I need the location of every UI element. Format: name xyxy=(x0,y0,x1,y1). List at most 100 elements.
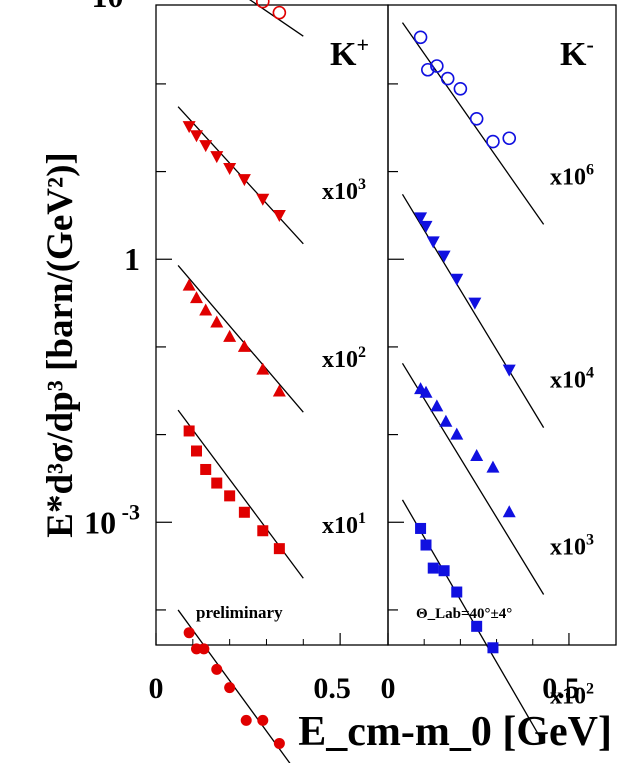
data-point-kplus-s4-6 xyxy=(257,714,269,726)
data-point-kplus-s1-0 xyxy=(182,121,196,134)
data-point-kminus-s0-3 xyxy=(440,71,455,86)
data-point-kminus-s3-5 xyxy=(471,620,483,632)
data-point-kplus-s3-6 xyxy=(257,525,269,537)
panel-kminus-marks xyxy=(413,30,517,654)
data-point-kplus-s2-6 xyxy=(256,362,270,375)
panel-kminus: K- Θ_Lab=40°±4° xyxy=(387,4,617,744)
data-point-kminus-s2-7 xyxy=(502,505,516,518)
data-point-kplus-s1-3 xyxy=(210,151,224,164)
scale-label-kminus-3: x102 xyxy=(550,680,594,709)
data-point-kminus-s0-6 xyxy=(486,134,500,149)
data-point-kplus-s1-2 xyxy=(199,140,213,153)
x-tick-label: 0.5 xyxy=(542,672,580,705)
data-point-kminus-s3-0 xyxy=(415,522,427,534)
data-point-kplus-s3-7 xyxy=(273,543,285,555)
data-point-kminus-s1-0 xyxy=(414,212,428,225)
data-point-kplus-s1-6 xyxy=(256,193,270,206)
data-point-kminus-s2-1 xyxy=(419,385,433,398)
fit-line-kplus-0 xyxy=(249,0,304,37)
data-point-kplus-s2-1 xyxy=(190,291,204,304)
data-point-kplus-s1-5 xyxy=(237,174,251,187)
panel-kminus-ticks xyxy=(387,83,570,645)
data-point-kplus-s1-4 xyxy=(223,162,237,175)
data-point-kminus-s0-4 xyxy=(453,81,468,96)
data-point-kplus-s2-3 xyxy=(210,315,224,328)
data-point-kplus-s3-4 xyxy=(224,490,236,502)
data-point-kminus-s0-7 xyxy=(502,131,517,146)
x-tick-label: 0.5 xyxy=(313,672,351,705)
data-point-kminus-s1-4 xyxy=(450,273,464,286)
fit-line-kplus-2 xyxy=(177,265,304,413)
y-tick-labels: 10 3 1 10 -3 xyxy=(84,0,140,540)
data-point-kplus-s4-7 xyxy=(273,737,285,749)
data-point-kminus-s0-1 xyxy=(421,62,435,77)
fit-line-kminus-2 xyxy=(401,362,545,595)
data-point-kminus-s2-4 xyxy=(450,427,464,440)
data-point-kminus-s2-3 xyxy=(439,414,453,427)
panel-kminus-annotation: Θ_Lab=40°±4° xyxy=(416,606,512,622)
panel-kplus: K+ preliminary xyxy=(155,0,389,763)
data-point-kplus-s2-5 xyxy=(237,339,251,352)
data-point-kminus-s1-1 xyxy=(419,220,433,233)
data-point-kplus-s3-2 xyxy=(200,463,212,475)
y-tick-label: 10 3 xyxy=(92,0,141,14)
data-point-kplus-s4-2 xyxy=(198,643,210,655)
y-axis-label: E*d³σ/dp³ [barn/(GeV²)] xyxy=(40,152,81,537)
data-point-kplus-s3-0 xyxy=(183,425,195,437)
scale-label-kminus-1: x104 xyxy=(550,365,594,394)
data-point-kminus-s2-2 xyxy=(430,399,444,412)
panel-kplus-frame xyxy=(155,4,389,646)
data-point-kminus-s3-3 xyxy=(438,565,450,577)
data-point-kplus-s2-0 xyxy=(182,278,196,291)
data-point-kplus-s0-6 xyxy=(255,0,270,9)
data-point-kplus-s4-4 xyxy=(224,682,236,694)
data-point-kminus-s0-2 xyxy=(430,59,444,73)
scale-label-kplus-1: x103 xyxy=(322,176,366,205)
fit-line-kminus-1 xyxy=(401,194,545,428)
data-point-kplus-s2-2 xyxy=(199,303,213,316)
scale-label-kplus-2: x102 xyxy=(322,344,366,373)
data-point-kminus-s2-5 xyxy=(470,448,484,461)
data-point-kminus-s1-3 xyxy=(437,250,451,263)
x-tick-label: 0 xyxy=(149,672,164,705)
data-point-kplus-s0-7 xyxy=(272,5,287,20)
data-point-kplus-s2-4 xyxy=(223,329,237,342)
y-tick-label: 1 xyxy=(124,241,140,277)
panel-kplus-annotation: preliminary xyxy=(196,603,283,622)
scale-label-kminus-0: x106 xyxy=(550,161,594,190)
data-point-kminus-s0-5 xyxy=(469,111,484,126)
scale-label-kminus-2: x103 xyxy=(550,531,594,560)
panel-kplus-ticks xyxy=(155,83,341,645)
data-point-kplus-s3-3 xyxy=(211,477,223,489)
data-point-kminus-s1-6 xyxy=(502,364,516,377)
data-point-kminus-s1-5 xyxy=(468,297,482,310)
series-scale-labels: x105x103x102x101x106x104x103x102 xyxy=(322,161,594,709)
data-point-kminus-s3-4 xyxy=(451,586,463,598)
panel-kminus-particle-label: K- xyxy=(560,32,594,73)
data-point-kminus-s2-6 xyxy=(486,460,500,473)
data-point-kminus-s0-0 xyxy=(413,30,428,45)
data-point-kplus-s4-3 xyxy=(211,663,223,675)
panel-kminus-frame xyxy=(387,4,617,646)
y-axis-title: E*d³σ/dp³ [barn/(GeV²)] xyxy=(40,152,81,537)
y-tick-label: 10 -3 xyxy=(84,499,140,540)
data-point-kminus-s3-1 xyxy=(420,539,432,551)
data-point-kplus-s1-1 xyxy=(190,130,204,143)
scale-label-kplus-3: x101 xyxy=(322,510,366,539)
data-point-kminus-s3-2 xyxy=(427,562,439,574)
data-point-kplus-s3-1 xyxy=(191,445,203,457)
data-point-kplus-s2-7 xyxy=(272,384,286,397)
fit-line-kplus-4 xyxy=(177,609,291,763)
data-point-kminus-s1-2 xyxy=(426,236,440,249)
x-axis-label: E_cm-m_0 [GeV] xyxy=(298,709,612,755)
data-point-kplus-s4-5 xyxy=(240,714,252,726)
panel-kplus-marks xyxy=(182,0,287,749)
data-point-kplus-s4-0 xyxy=(183,627,195,639)
panel-kplus-particle-label: K+ xyxy=(330,32,369,73)
x-tick-label: 0 xyxy=(381,672,396,705)
data-point-kplus-s1-7 xyxy=(272,209,286,222)
data-point-kminus-s3-6 xyxy=(487,642,499,654)
x-tick-labels: 0 0.5 0 0.5 xyxy=(149,672,580,705)
panel-kminus-fits xyxy=(401,22,545,744)
